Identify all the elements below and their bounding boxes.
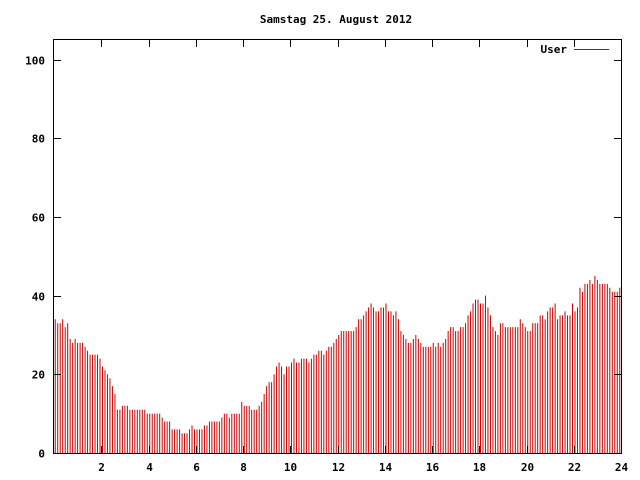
x-tick-label: 4 xyxy=(146,461,153,474)
y-tick-label: 40 xyxy=(32,291,45,304)
legend: User xyxy=(541,43,609,56)
x-tick-label: 14 xyxy=(379,461,393,474)
y-tick-label: 80 xyxy=(32,133,45,146)
x-tick-label: 20 xyxy=(521,461,534,474)
plot-frame xyxy=(53,39,622,454)
y-tick-label: 60 xyxy=(32,212,45,225)
x-tick-label: 8 xyxy=(240,461,247,474)
x-tick-label: 12 xyxy=(332,461,345,474)
x-tick-label: 24 xyxy=(615,461,629,474)
y-tick-label: 100 xyxy=(25,55,45,68)
x-tick-label: 16 xyxy=(426,461,440,474)
x-tick-label: 10 xyxy=(284,461,297,474)
x-tick-label: 6 xyxy=(193,461,200,474)
chart-title: Samstag 25. August 2012 xyxy=(260,13,412,26)
x-tick-label: 22 xyxy=(568,461,581,474)
y-tick-label: 0 xyxy=(38,448,45,461)
legend-label: User xyxy=(541,43,568,56)
x-tick-label: 2 xyxy=(98,461,105,474)
x-tick-label: 18 xyxy=(473,461,486,474)
y-axis: 0 20 40 60 80 100 xyxy=(25,55,621,461)
y-tick-label: 20 xyxy=(32,369,45,382)
x-axis: 2 4 6 8 10 12 14 16 18 20 22 24 xyxy=(98,40,628,474)
bar-series xyxy=(54,276,621,453)
